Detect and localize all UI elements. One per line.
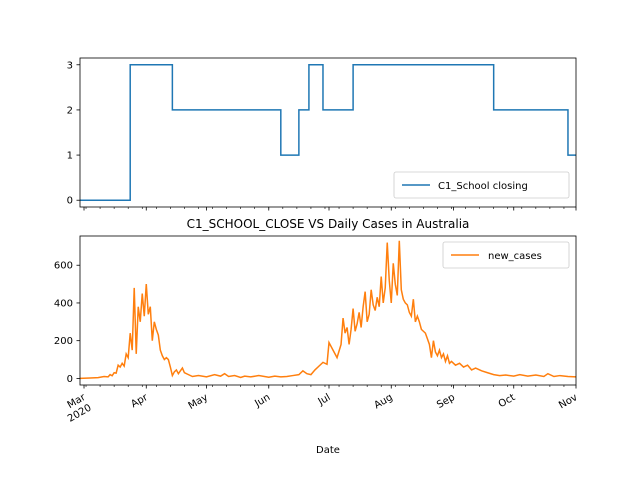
school-closing-subplot: 0 1 2 3 C1_School closing xyxy=(67,57,577,211)
y-tick-label: 600 xyxy=(54,261,73,272)
school-closing-legend: C1_School closing xyxy=(393,171,570,199)
y-tick-label: 400 xyxy=(54,298,73,309)
bottom-legend-box xyxy=(442,241,570,269)
x-axis-label: Date xyxy=(316,445,340,456)
new-cases-line xyxy=(79,240,577,380)
top-plot-frame xyxy=(79,57,577,208)
school-closing-line xyxy=(80,64,576,201)
y-tick-label: 200 xyxy=(54,336,73,347)
bottom-plot-frame xyxy=(79,235,577,386)
y-tick-label: 0 xyxy=(67,374,73,385)
top-x-axis xyxy=(83,207,577,211)
y-tick-label: 0 xyxy=(67,196,73,207)
y-tick-label: 2 xyxy=(67,105,73,116)
new-cases-legend: new_cases xyxy=(442,241,570,269)
top-legend-box xyxy=(393,171,570,199)
new-cases-legend-label: new_cases xyxy=(488,251,542,262)
top-y-axis: 0 1 2 3 xyxy=(67,60,80,207)
y-tick-label: 1 xyxy=(67,151,73,162)
bottom-y-axis: 0 200 400 600 xyxy=(54,261,80,385)
chart-title: C1_SCHOOL_CLOSE VS Daily Cases in Austra… xyxy=(187,217,470,231)
school-closing-legend-label: C1_School closing xyxy=(438,181,528,192)
y-tick-label: 3 xyxy=(67,60,73,71)
